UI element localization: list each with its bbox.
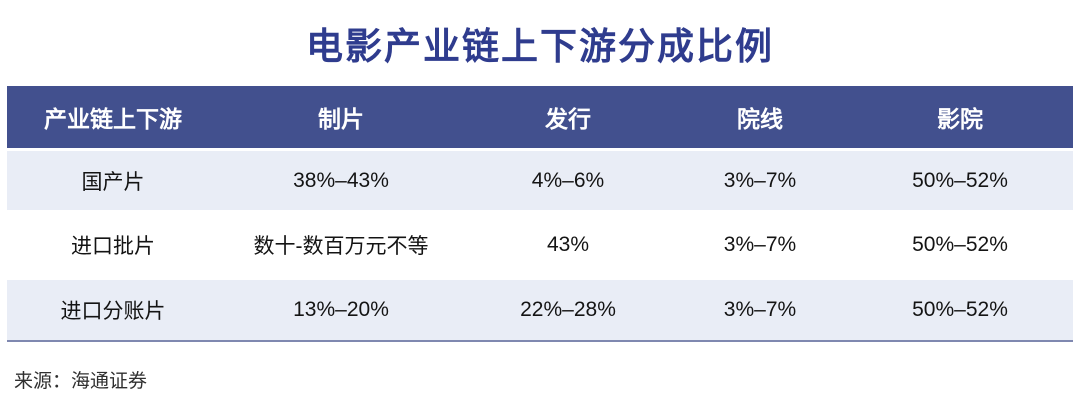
row-label: 国产片 (7, 151, 219, 210)
row-label: 进口分账片 (7, 280, 219, 342)
col-header-industry-chain: 产业链上下游 (7, 86, 219, 151)
cell-cinema-share: 50%–52% (847, 151, 1073, 210)
cell-cinema-share: 50%–52% (847, 210, 1073, 280)
source-note: 来源：海通证券 (14, 371, 148, 392)
col-header-distribution: 发行 (463, 86, 673, 151)
cell-production-share: 数十-数百万元不等 (219, 210, 463, 280)
table-row-domestic-film: 国产片 38%–43% 4%–6% 3%–7% 50%–52% (7, 151, 1073, 210)
cell-distribution-share: 4%–6% (463, 151, 673, 210)
col-header-cinema: 影院 (847, 86, 1073, 151)
cell-distribution-share: 22%–28% (463, 280, 673, 342)
page-title: 电影产业链上下游分成比例 (306, 26, 774, 67)
cell-cinema-share: 50%–52% (847, 280, 1073, 342)
cell-theater-chain-share: 3%–7% (673, 151, 847, 210)
col-header-theater-chain: 院线 (673, 86, 847, 151)
cell-production-share: 13%–20% (219, 280, 463, 342)
revenue-share-table: 产业链上下游 制片 发行 院线 影院 国产片 38%–43% 4%–6% 3%–… (7, 86, 1073, 342)
col-header-production: 制片 (219, 86, 463, 151)
table-row-imported-buyout-film: 进口批片 数十-数百万元不等 43% 3%–7% 50%–52% (7, 210, 1073, 280)
cell-theater-chain-share: 3%–7% (673, 210, 847, 280)
cell-distribution-share: 43% (463, 210, 673, 280)
table-row-imported-revenue-share-film: 进口分账片 13%–20% 22%–28% 3%–7% 50%–52% (7, 280, 1073, 342)
cell-production-share: 38%–43% (219, 151, 463, 210)
table-header-row: 产业链上下游 制片 发行 院线 影院 (7, 86, 1073, 151)
row-label: 进口批片 (7, 210, 219, 280)
cell-theater-chain-share: 3%–7% (673, 280, 847, 342)
